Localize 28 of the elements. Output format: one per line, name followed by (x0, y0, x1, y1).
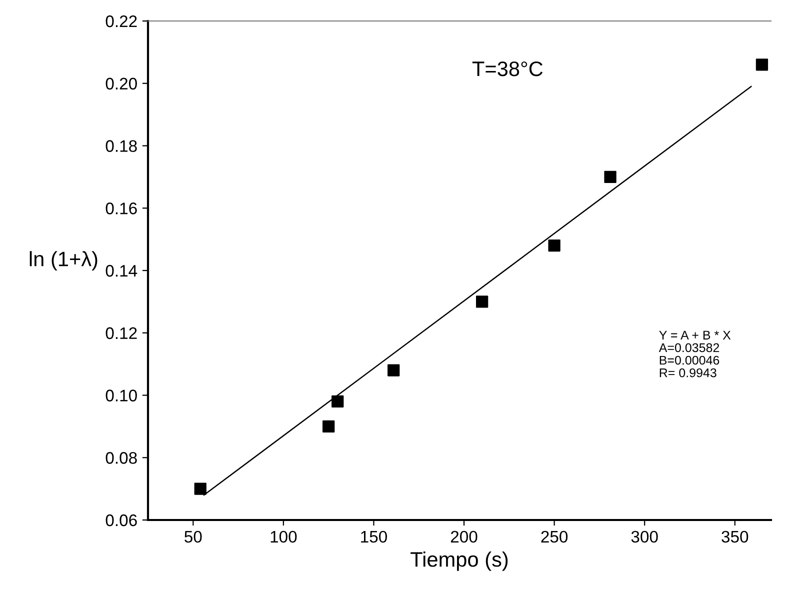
x-tick-label: 350 (722, 530, 748, 543)
y-tick-label: 0.08 (106, 452, 137, 464)
x-tick-label: 50 (184, 530, 202, 543)
y-tick-label: 0.06 (106, 514, 137, 526)
point (194, 482, 206, 495)
point (388, 364, 400, 376)
annotation: Y = A + B * X A=0.03582 B=0.00046 R= 0.9943 (658, 330, 731, 378)
y-axis-title: ln (1+λ) (30, 251, 98, 270)
x-tick-label: 250 (541, 530, 568, 543)
x-tick-label: 100 (270, 530, 297, 543)
annotation: T=38°C (472, 61, 543, 76)
y-tick-label: 0.12 (106, 327, 137, 340)
x-axis-title: Tiempo (s) (410, 552, 508, 571)
y-tick-label: 0.14 (106, 264, 138, 277)
point (322, 420, 335, 433)
point (476, 296, 488, 308)
y-tick-label: 0.18 (106, 140, 137, 152)
point (756, 58, 768, 71)
point (548, 239, 560, 252)
y-tick-label: 0.20 (106, 78, 137, 90)
x-tick-label: 200 (450, 530, 478, 543)
y-tick-label: 0.22 (106, 15, 137, 28)
point (332, 395, 344, 408)
y-tick-label: 0.16 (106, 202, 137, 214)
x-tick-label: 300 (631, 530, 658, 543)
point (604, 170, 616, 184)
y-tick-label: 0.10 (106, 390, 137, 402)
x-tick-label: 150 (361, 530, 387, 543)
